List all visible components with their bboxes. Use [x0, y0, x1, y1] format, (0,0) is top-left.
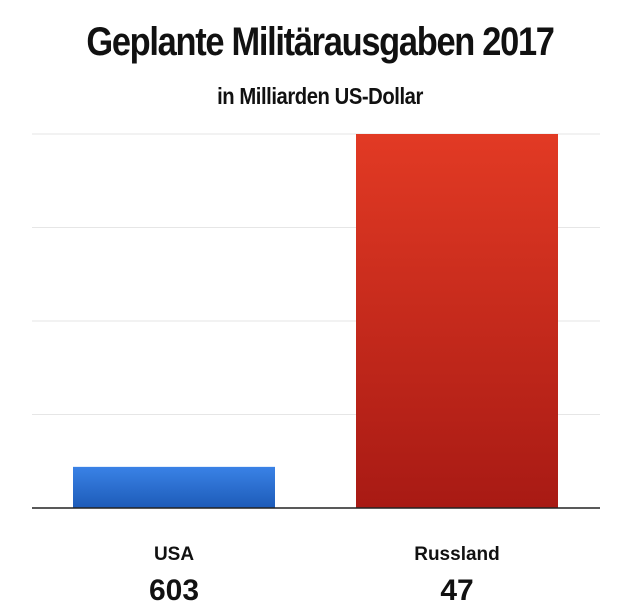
- category-label-russland: Russland: [414, 544, 500, 565]
- chart-title: Geplante Militärausgaben 2017: [86, 20, 555, 64]
- value-label-usa: 603: [149, 574, 199, 607]
- bar-usa: [73, 466, 275, 508]
- chart-subtitle: in Milliarden US-Dollar: [217, 83, 423, 109]
- labels: USA 603 Russland 47: [149, 544, 500, 607]
- bars: [73, 134, 558, 508]
- category-label-usa: USA: [154, 544, 194, 565]
- value-label-russland: 47: [440, 574, 473, 607]
- bar-russland: [356, 134, 558, 508]
